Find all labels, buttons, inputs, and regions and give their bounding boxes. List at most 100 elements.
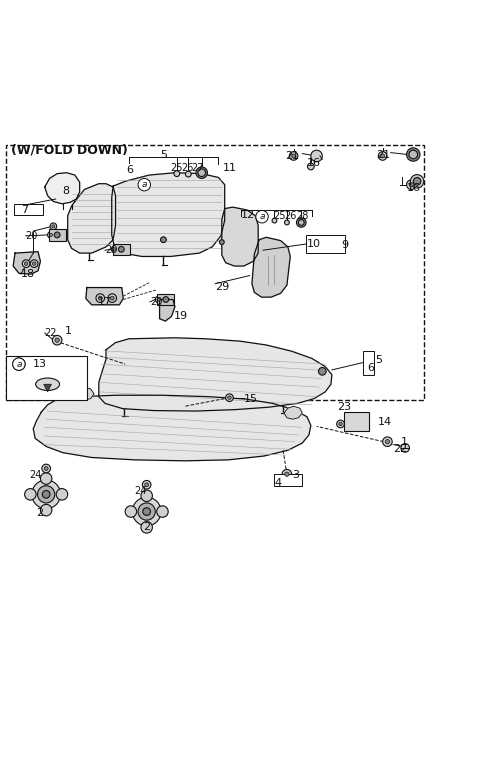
Circle shape bbox=[55, 338, 60, 342]
Polygon shape bbox=[252, 237, 290, 298]
Text: 6: 6 bbox=[367, 363, 374, 373]
Circle shape bbox=[292, 154, 296, 158]
Circle shape bbox=[56, 488, 68, 500]
Ellipse shape bbox=[36, 378, 60, 391]
Polygon shape bbox=[13, 251, 40, 274]
Bar bbox=[14, 204, 43, 215]
Text: 19: 19 bbox=[174, 311, 188, 321]
Circle shape bbox=[160, 237, 166, 242]
Circle shape bbox=[378, 151, 387, 160]
Circle shape bbox=[308, 163, 314, 170]
Text: 1: 1 bbox=[400, 437, 408, 447]
Circle shape bbox=[383, 437, 392, 447]
Circle shape bbox=[132, 497, 161, 526]
Polygon shape bbox=[222, 207, 258, 266]
Circle shape bbox=[111, 246, 118, 253]
Circle shape bbox=[407, 180, 416, 189]
Circle shape bbox=[108, 294, 117, 302]
Text: 17: 17 bbox=[98, 297, 112, 307]
Text: 7: 7 bbox=[21, 205, 28, 215]
Polygon shape bbox=[99, 338, 332, 411]
Circle shape bbox=[219, 240, 224, 245]
Text: a: a bbox=[142, 180, 147, 189]
Circle shape bbox=[409, 150, 418, 159]
Circle shape bbox=[141, 490, 153, 501]
Text: a: a bbox=[16, 360, 22, 369]
Circle shape bbox=[24, 488, 36, 500]
Circle shape bbox=[409, 182, 413, 187]
Text: a: a bbox=[16, 360, 22, 369]
Bar bbox=[6, 145, 424, 400]
Circle shape bbox=[40, 473, 52, 484]
Text: 2: 2 bbox=[36, 509, 44, 519]
Circle shape bbox=[311, 150, 323, 162]
Circle shape bbox=[185, 171, 191, 177]
Circle shape bbox=[289, 151, 298, 160]
Circle shape bbox=[272, 218, 277, 223]
Circle shape bbox=[141, 522, 153, 533]
Circle shape bbox=[319, 367, 326, 375]
Text: 29: 29 bbox=[215, 282, 229, 291]
Circle shape bbox=[256, 210, 268, 223]
Circle shape bbox=[22, 260, 30, 267]
Circle shape bbox=[145, 483, 149, 487]
Circle shape bbox=[37, 486, 55, 503]
Circle shape bbox=[401, 444, 409, 452]
Text: 9: 9 bbox=[341, 241, 348, 251]
Circle shape bbox=[49, 233, 52, 236]
Polygon shape bbox=[159, 300, 175, 321]
Bar bbox=[113, 244, 130, 255]
Circle shape bbox=[297, 218, 306, 227]
Polygon shape bbox=[86, 288, 123, 305]
Circle shape bbox=[40, 504, 52, 516]
Circle shape bbox=[143, 508, 151, 516]
Circle shape bbox=[143, 481, 151, 489]
Text: 4: 4 bbox=[275, 478, 282, 488]
Bar bbox=[274, 474, 302, 486]
Circle shape bbox=[336, 420, 344, 428]
Bar bbox=[6, 356, 87, 400]
Text: 25: 25 bbox=[170, 163, 183, 173]
Circle shape bbox=[33, 262, 36, 266]
Text: 2: 2 bbox=[143, 522, 150, 532]
Circle shape bbox=[339, 422, 342, 425]
Circle shape bbox=[52, 225, 55, 228]
Circle shape bbox=[196, 167, 207, 179]
Circle shape bbox=[52, 335, 62, 345]
Circle shape bbox=[125, 506, 137, 517]
Circle shape bbox=[228, 396, 231, 400]
Circle shape bbox=[110, 296, 114, 300]
Circle shape bbox=[96, 294, 105, 302]
Circle shape bbox=[410, 175, 424, 188]
Text: 18: 18 bbox=[21, 269, 35, 279]
Bar bbox=[306, 235, 345, 253]
Text: 27: 27 bbox=[192, 163, 204, 173]
Text: 21: 21 bbox=[376, 150, 391, 160]
Circle shape bbox=[42, 491, 50, 498]
Circle shape bbox=[156, 296, 162, 303]
Circle shape bbox=[157, 506, 168, 517]
Text: 1: 1 bbox=[65, 326, 72, 335]
Polygon shape bbox=[68, 184, 116, 253]
Text: 12: 12 bbox=[241, 210, 255, 220]
Text: 20: 20 bbox=[25, 231, 38, 241]
Polygon shape bbox=[33, 395, 311, 461]
Circle shape bbox=[385, 440, 390, 444]
Text: 16: 16 bbox=[307, 158, 321, 168]
Circle shape bbox=[44, 466, 48, 470]
Circle shape bbox=[54, 232, 60, 238]
Circle shape bbox=[282, 469, 292, 479]
Circle shape bbox=[30, 260, 38, 267]
Text: 20: 20 bbox=[150, 297, 162, 307]
Polygon shape bbox=[75, 387, 94, 400]
Text: 13: 13 bbox=[33, 359, 47, 369]
Text: 23: 23 bbox=[337, 402, 351, 413]
Text: 16: 16 bbox=[407, 183, 420, 193]
Text: 21: 21 bbox=[286, 151, 300, 161]
Circle shape bbox=[12, 358, 25, 370]
Text: 3: 3 bbox=[292, 470, 299, 480]
Text: 8: 8 bbox=[62, 186, 69, 196]
Polygon shape bbox=[112, 173, 225, 257]
Bar bbox=[362, 350, 374, 375]
Polygon shape bbox=[45, 173, 80, 204]
